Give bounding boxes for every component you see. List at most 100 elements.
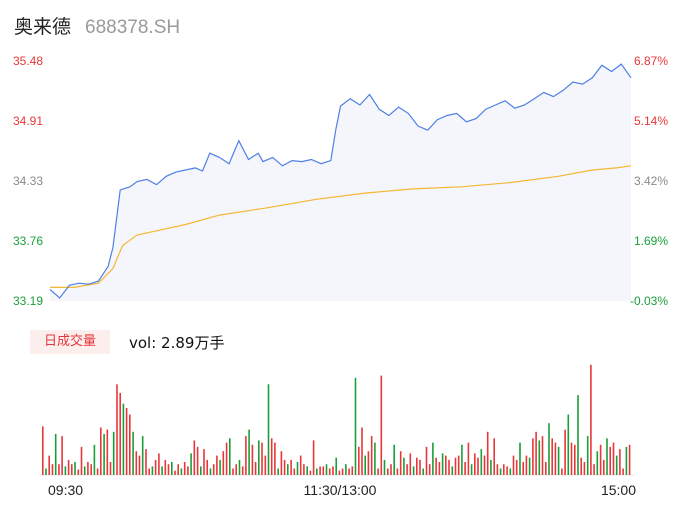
volume-bar — [309, 470, 312, 475]
volume-bar — [583, 462, 586, 475]
volume-bar — [619, 449, 621, 475]
volume-bar — [83, 466, 86, 475]
volume-bar — [293, 468, 296, 475]
volume-bar — [58, 464, 60, 475]
volume-bar — [132, 431, 134, 475]
y-tick-label-right: 5.14% — [634, 114, 668, 128]
volume-bar — [151, 466, 154, 475]
volume-bar — [74, 462, 76, 475]
volume-bar — [480, 449, 483, 475]
volume-bar — [238, 459, 241, 475]
volume-bar — [270, 438, 273, 475]
volume-bar — [112, 431, 115, 475]
volume-bar — [522, 462, 524, 475]
volume-bar — [193, 440, 196, 475]
volume-bar — [532, 438, 534, 475]
volume-bar — [432, 442, 434, 475]
volume-bar — [367, 451, 370, 475]
volume-bar — [425, 446, 428, 475]
volume-bar — [580, 457, 582, 475]
volume-bar — [380, 375, 383, 475]
volume-bar — [541, 436, 544, 475]
volume-bar — [393, 444, 395, 475]
volume-bar — [512, 455, 515, 475]
volume-bar — [554, 442, 557, 475]
volume-bar — [474, 453, 476, 475]
volume-bar — [603, 459, 605, 475]
volume-bar — [396, 468, 399, 475]
volume-readout: vol: 2.89万手 — [129, 334, 225, 352]
volume-bar — [129, 414, 131, 475]
volume-period-tag[interactable]: 日成交量 — [30, 330, 110, 354]
volume-bar — [322, 466, 325, 475]
volume-bar — [606, 438, 608, 475]
volume-bar — [435, 457, 437, 475]
volume-bar — [370, 436, 373, 475]
volume-bar — [177, 464, 179, 475]
volume-bar — [496, 464, 499, 475]
volume-bar — [586, 436, 589, 475]
volume-bar — [299, 455, 302, 475]
volume-bar — [445, 455, 447, 475]
volume-bar — [116, 384, 118, 475]
volume-bar — [525, 455, 528, 475]
y-tick-label-left: 34.91 — [13, 114, 43, 128]
volume-bar — [403, 457, 405, 475]
volume-bar — [557, 446, 560, 475]
volume-bar — [209, 468, 212, 475]
volume-bar — [406, 464, 408, 475]
volume-bar — [190, 453, 192, 475]
y-tick-label-left: 35.48 — [13, 54, 43, 68]
volume-bar — [609, 446, 611, 475]
volume-bar — [528, 457, 531, 475]
volume-bar — [119, 392, 121, 475]
volume-bar — [457, 455, 460, 475]
volume-bar — [251, 444, 254, 475]
volume-bar — [486, 431, 489, 475]
volume-bar — [574, 444, 576, 475]
volume-bar — [180, 468, 183, 475]
volume-bar — [615, 455, 618, 475]
x-tick-label: 15:00 — [601, 482, 636, 498]
volume-bar — [232, 468, 234, 475]
volume-bar — [358, 446, 360, 475]
volume-bar — [235, 464, 237, 475]
volume-bar — [61, 436, 63, 475]
volume-bar — [261, 442, 263, 475]
volume-bar — [145, 449, 147, 475]
volume-bar — [80, 446, 83, 475]
volume-bar — [570, 442, 573, 475]
price-chart: 35.48 34.91 34.33 33.76 33.19 6.87% 5.14% 3.42… — [13, 54, 668, 308]
y-tick-label-right: -0.03% — [630, 294, 668, 308]
volume-bar — [64, 466, 67, 475]
volume-bar — [122, 403, 125, 475]
volume-bar — [71, 464, 73, 475]
volume-bar — [103, 434, 105, 475]
x-tick-label: 11:30/13:00 — [304, 482, 377, 498]
volume-bar — [248, 429, 250, 475]
volume-bar — [325, 464, 328, 475]
volume-bar — [274, 442, 276, 475]
volume-bar — [335, 457, 337, 475]
volume-bar — [538, 440, 541, 475]
volume-bar — [361, 427, 363, 475]
volume-bar — [67, 459, 70, 475]
volume-bar — [412, 466, 415, 475]
volume-bar — [338, 470, 341, 475]
volume-bar — [245, 436, 247, 475]
x-tick-label: 09:30 — [48, 482, 83, 498]
volume-bar — [164, 459, 167, 475]
volume-bar — [203, 449, 205, 475]
volume-bar — [174, 470, 176, 475]
volume-bar — [241, 466, 244, 475]
volume-bar — [109, 462, 112, 475]
volume-bar — [222, 451, 225, 475]
volume-bar — [454, 457, 457, 475]
stock-code: 688378.SH — [85, 17, 181, 38]
volume-bar — [42, 426, 44, 475]
volume-bar — [212, 464, 215, 475]
volume-chart: 09:30 11:30/13:00 15:00 — [40, 364, 636, 498]
volume-bar — [200, 466, 202, 475]
volume-bar — [171, 462, 173, 475]
volume-bar — [158, 453, 160, 475]
